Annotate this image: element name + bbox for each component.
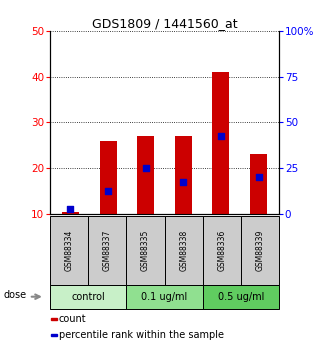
Bar: [203, 285, 279, 309]
Text: control: control: [71, 292, 105, 302]
Bar: [175, 136, 192, 214]
Bar: [50, 216, 88, 285]
Text: percentile rank within the sample: percentile rank within the sample: [59, 330, 224, 340]
Text: GSM88334: GSM88334: [65, 229, 74, 271]
Text: 0.1 ug/ml: 0.1 ug/ml: [141, 292, 188, 302]
Bar: [50, 285, 126, 309]
Bar: [62, 211, 79, 214]
Bar: [250, 155, 267, 214]
Text: count: count: [59, 314, 86, 324]
Text: GSM88336: GSM88336: [217, 229, 226, 271]
Bar: [51, 318, 57, 319]
Text: GSM88337: GSM88337: [103, 229, 112, 271]
Point: [218, 134, 223, 139]
Point: [143, 166, 148, 171]
Text: GSM88335: GSM88335: [141, 229, 150, 271]
Bar: [88, 216, 126, 285]
Bar: [164, 216, 203, 285]
Text: GSM88339: GSM88339: [256, 229, 265, 271]
Title: GDS1809 / 1441560_at: GDS1809 / 1441560_at: [92, 17, 237, 30]
Point: [256, 175, 261, 180]
Point: [106, 188, 111, 194]
Text: dose: dose: [3, 290, 26, 300]
Text: GSM88338: GSM88338: [179, 229, 188, 271]
Bar: [100, 141, 117, 214]
Bar: [203, 216, 241, 285]
Point: [181, 179, 186, 185]
Point: [68, 207, 73, 212]
Bar: [241, 216, 279, 285]
Bar: [126, 285, 203, 309]
Bar: [137, 136, 154, 214]
Bar: [126, 216, 164, 285]
Bar: [213, 72, 230, 214]
Text: 0.5 ug/ml: 0.5 ug/ml: [218, 292, 264, 302]
Bar: [51, 334, 57, 336]
